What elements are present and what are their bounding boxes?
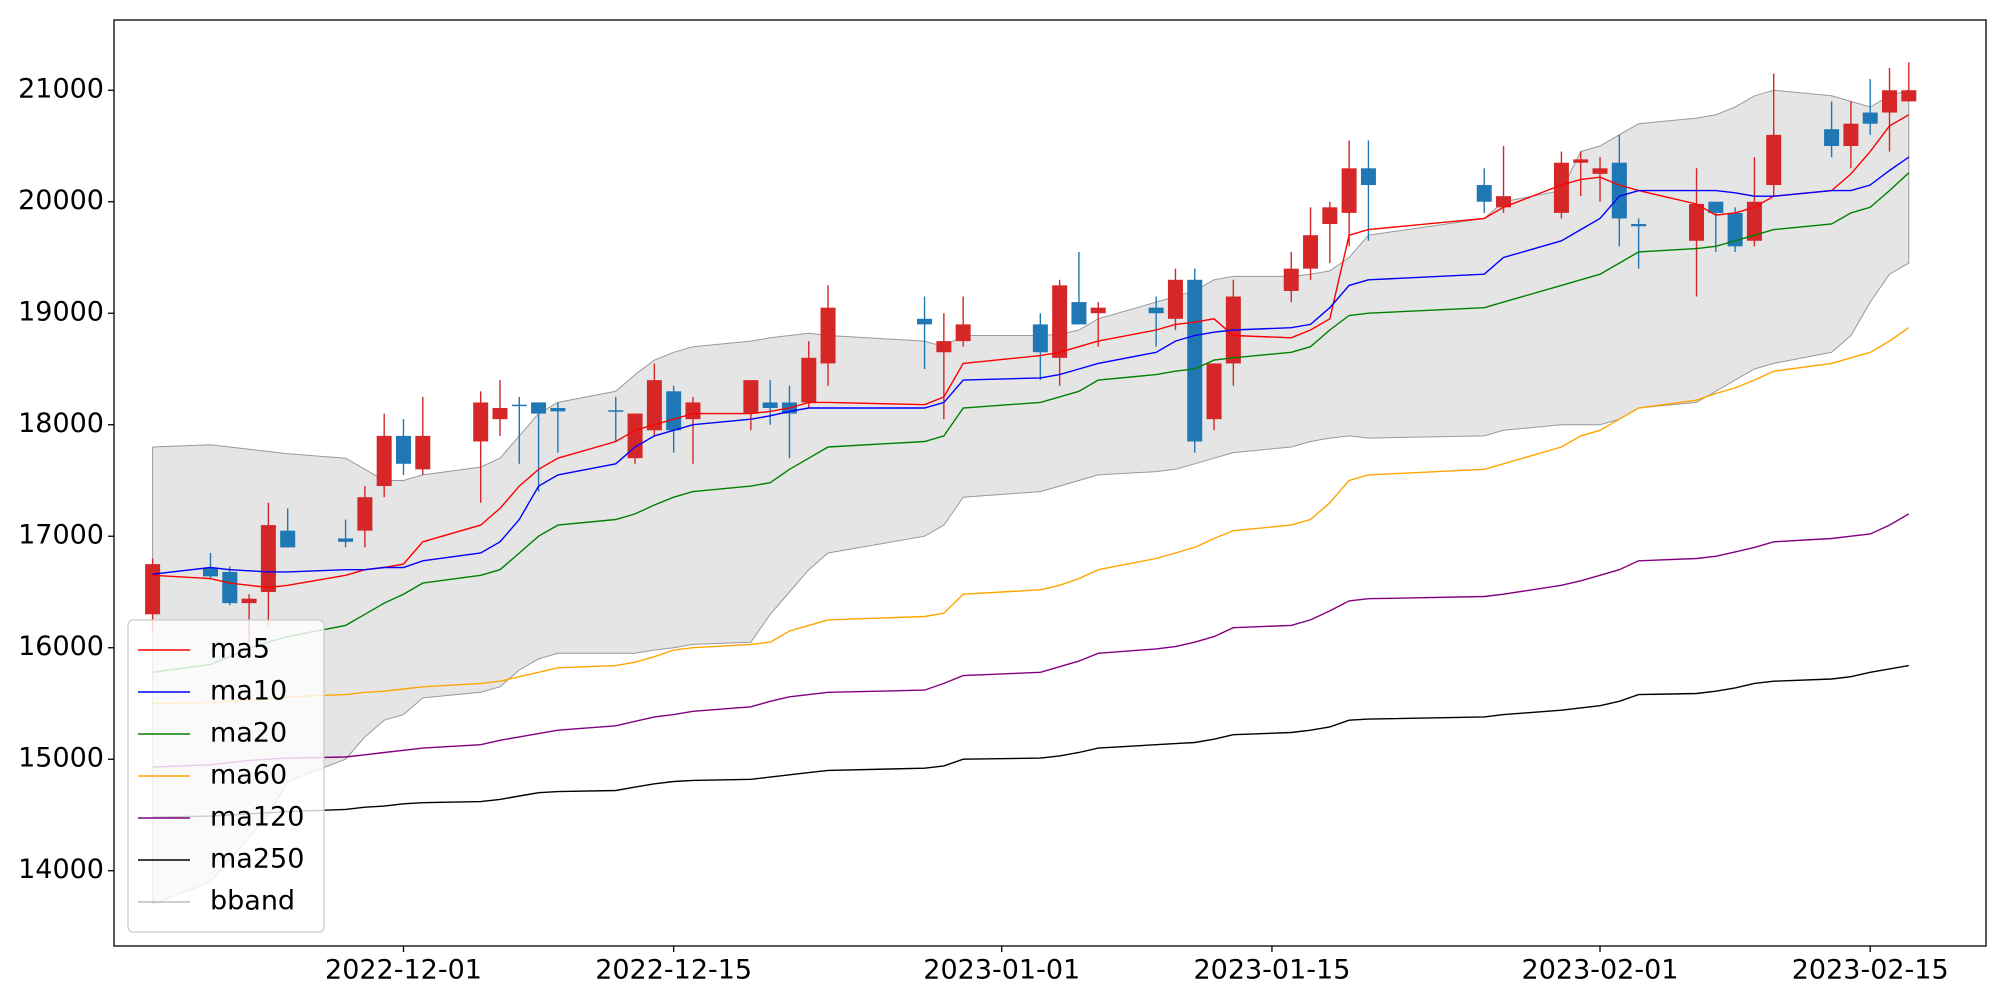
candle-body — [492, 408, 508, 420]
candle-body — [145, 564, 161, 615]
ma-line — [152, 513, 1910, 768]
candle-body — [936, 341, 952, 353]
candle-body — [395, 435, 411, 464]
candle-body — [743, 380, 759, 414]
legend-label: ma250 — [210, 844, 304, 875]
candle-body — [646, 380, 662, 431]
candle-body — [1592, 168, 1608, 174]
candle-body — [1901, 90, 1917, 102]
candle-body — [376, 435, 392, 487]
candle-body — [1727, 212, 1743, 247]
candle-body — [1689, 203, 1705, 241]
candle-body — [1746, 201, 1762, 241]
candle-body — [357, 497, 373, 531]
legend-label: bband — [210, 886, 295, 917]
candle-body — [241, 598, 257, 604]
ma-line — [152, 156, 1910, 575]
candle-body — [1708, 201, 1724, 213]
x-tick-label: 2023-01-01 — [923, 955, 1080, 986]
ma-line — [152, 664, 1909, 818]
legend-label: ma5 — [210, 634, 270, 665]
candle-body — [531, 402, 547, 414]
candle-body — [1341, 168, 1357, 213]
candle-body — [1882, 90, 1898, 113]
candle-body — [955, 324, 971, 342]
candle-body — [685, 402, 701, 420]
legend: ma5 ma10 ma20 ma60 ma120 ma250 bband — [127, 619, 325, 933]
candle-body — [473, 402, 489, 442]
candle-body — [1573, 159, 1589, 163]
candle-body — [1090, 307, 1106, 314]
candle-body — [1631, 224, 1647, 227]
candle-body — [1862, 112, 1878, 124]
legend-label: ma60 — [210, 760, 287, 791]
bollinger-band — [152, 89, 1910, 905]
candle-body — [1360, 168, 1376, 186]
candle-body — [1052, 285, 1068, 358]
candle-body — [820, 307, 836, 364]
x-tick-label: 2023-01-15 — [1193, 955, 1350, 986]
candle-body — [415, 435, 431, 470]
candle-body — [1167, 279, 1183, 319]
candle-body — [1148, 307, 1164, 314]
y-tick-label: 16000 — [18, 631, 104, 662]
candle-body — [1496, 196, 1512, 208]
candle-body — [627, 413, 643, 459]
candle-body — [222, 571, 238, 604]
candle-body — [1843, 123, 1859, 146]
y-tick-label: 15000 — [18, 743, 104, 774]
candle-body — [1611, 162, 1627, 219]
candle-body — [1322, 207, 1338, 225]
candle-body — [338, 538, 354, 542]
candle-body — [511, 404, 527, 407]
x-tick-label: 2023-02-01 — [1522, 955, 1679, 986]
x-tick-label: 2022-12-15 — [595, 955, 752, 986]
plot-frame — [113, 19, 1987, 947]
y-tick-label: 17000 — [18, 520, 104, 551]
y-tick-label: 21000 — [18, 74, 104, 105]
legend-label: ma120 — [210, 802, 304, 833]
candle-body — [1283, 268, 1299, 291]
legend-label: ma20 — [210, 718, 287, 749]
candle-body — [1071, 302, 1087, 325]
candle-body — [550, 408, 566, 412]
candle-body — [1206, 363, 1222, 420]
legend-box — [127, 619, 325, 933]
x-tick-label: 2022-12-01 — [325, 955, 482, 986]
candle-body — [1187, 279, 1203, 442]
y-tick-label: 19000 — [18, 297, 104, 328]
y-tick-label: 20000 — [18, 185, 104, 216]
candle-body — [1766, 134, 1782, 186]
candle-body — [260, 525, 276, 592]
candle-body — [1032, 324, 1048, 353]
candle-body — [762, 402, 778, 409]
candle-body — [1824, 129, 1840, 146]
candle-body — [801, 357, 817, 403]
candle-body — [666, 391, 682, 431]
candle-body — [917, 318, 933, 325]
ma-line — [152, 172, 1910, 673]
ma-line — [152, 327, 1910, 705]
y-tick-label: 18000 — [18, 408, 104, 439]
candle-body — [1476, 185, 1492, 202]
candle-body — [280, 530, 296, 548]
y-tick-label: 14000 — [18, 854, 104, 885]
x-tick-label: 2023-02-15 — [1792, 955, 1949, 986]
ma-line — [152, 114, 1910, 589]
candle-body — [1553, 162, 1569, 213]
legend-label: ma10 — [210, 676, 287, 707]
candle-body — [202, 567, 218, 577]
candle-body — [608, 410, 624, 412]
candle-body — [1303, 235, 1319, 269]
